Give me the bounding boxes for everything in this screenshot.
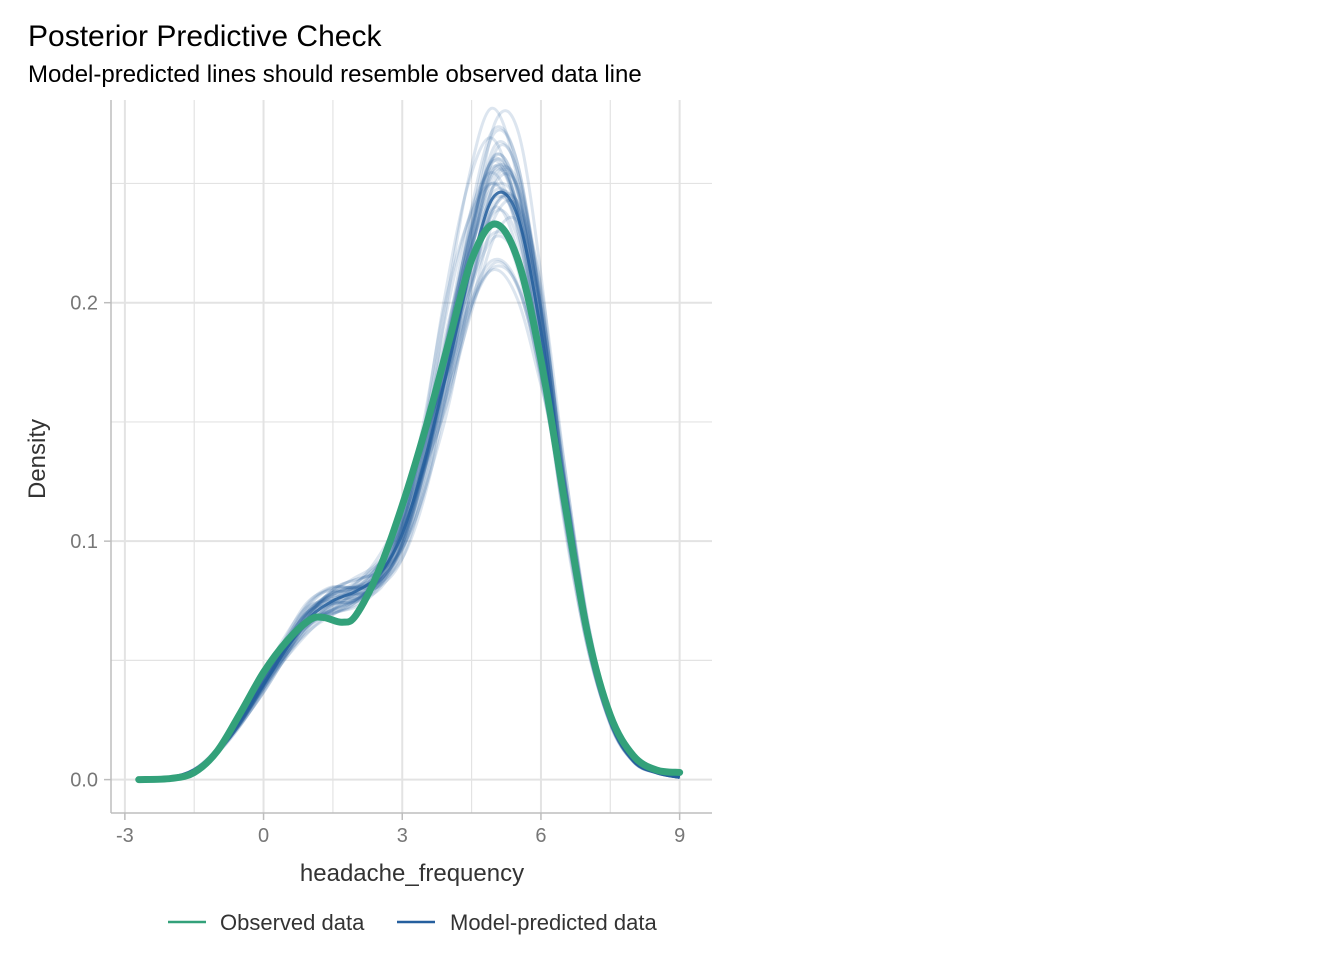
y-tick-label: 0.0 xyxy=(70,770,98,792)
x-tick-label: 0 xyxy=(258,825,269,847)
chart-title: Posterior Predictive Check xyxy=(28,20,382,53)
y-axis-title: Density xyxy=(24,419,51,499)
chart-subtitle: Model-predicted lines should resemble ob… xyxy=(28,61,642,88)
x-tick-label: 6 xyxy=(535,825,546,847)
axis-layer xyxy=(104,100,712,820)
y-tick-label: 0.2 xyxy=(70,293,98,315)
grid-layer xyxy=(111,100,712,813)
series-layer xyxy=(135,190,684,784)
legend-label-observed: Observed data xyxy=(220,910,365,935)
x-axis-title: headache_frequency xyxy=(300,860,524,887)
x-tick-label: -3 xyxy=(116,825,134,847)
legend: Observed data Model-predicted data xyxy=(168,910,657,935)
series-line-observed xyxy=(135,220,684,784)
x-tick-label: 3 xyxy=(397,825,408,847)
legend-label-predicted: Model-predicted data xyxy=(450,910,657,935)
label-layer: headache_frequency Density -3 0 3 6 9 0.0 0.1 0… xyxy=(24,293,685,887)
y-tick-label: 0.1 xyxy=(70,531,98,553)
x-tick-label: 9 xyxy=(674,825,685,847)
predicted-draw-line xyxy=(138,260,681,782)
